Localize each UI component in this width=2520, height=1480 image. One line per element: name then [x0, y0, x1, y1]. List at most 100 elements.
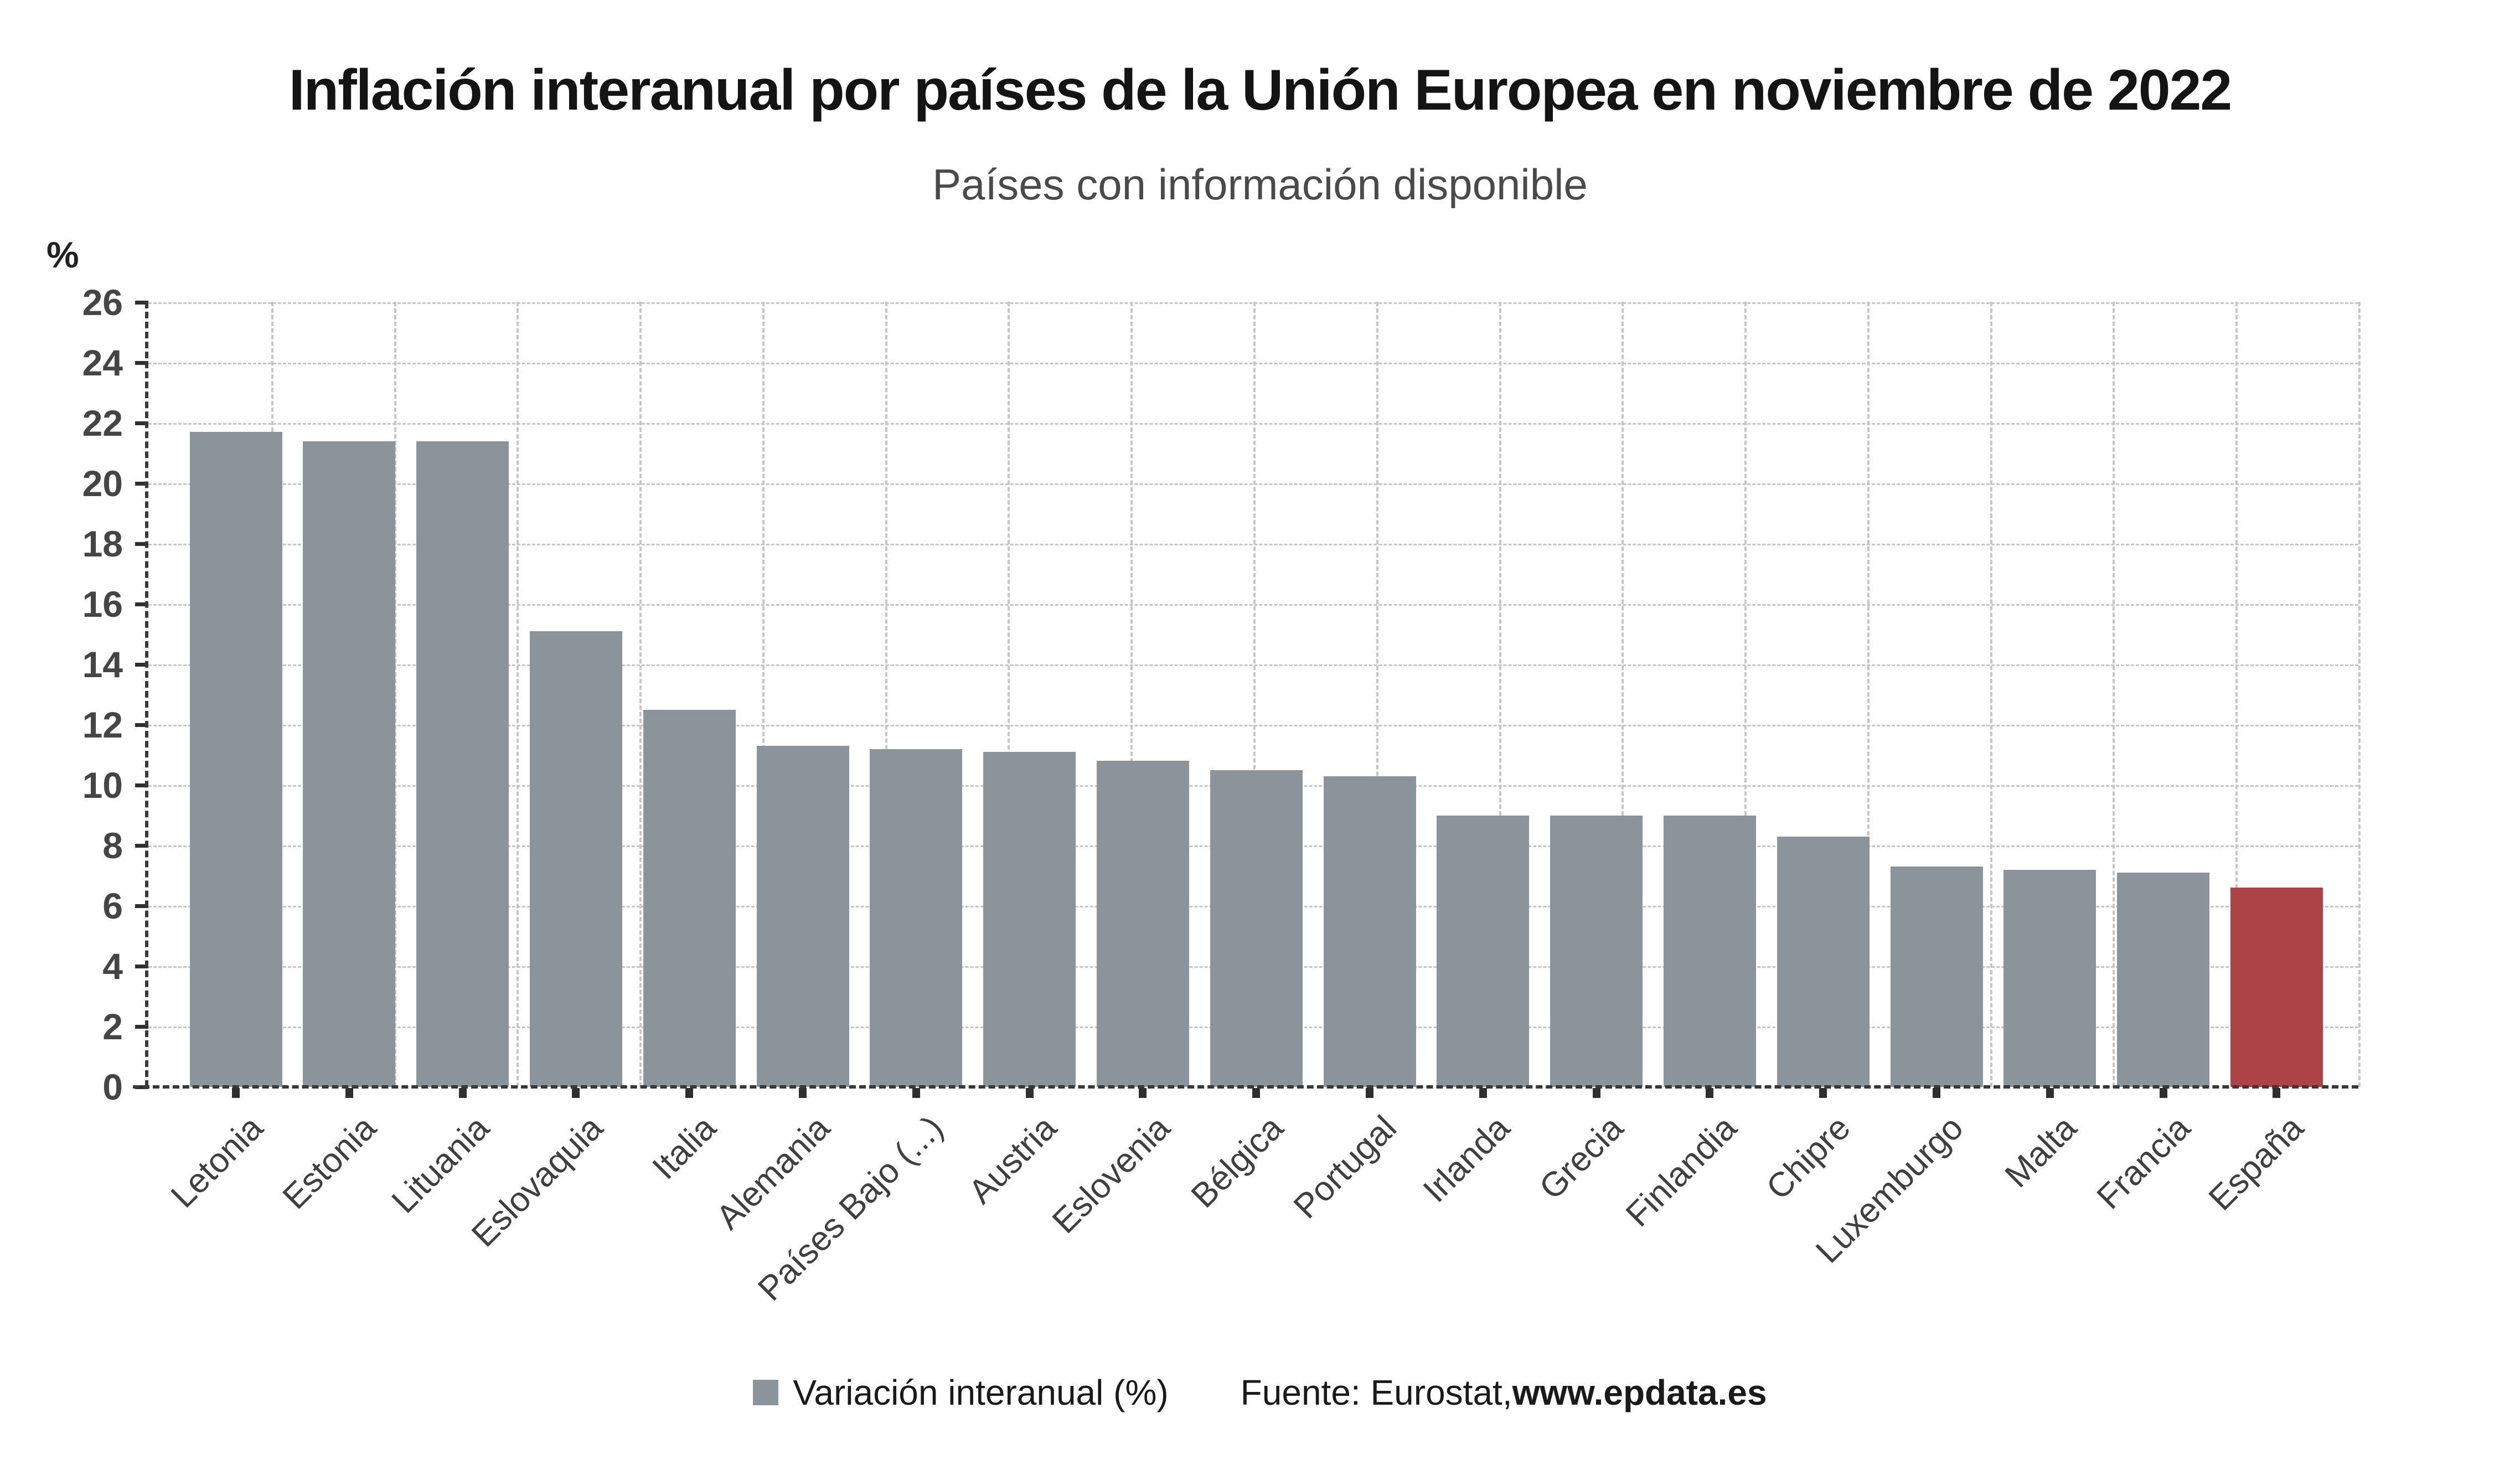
x-axis-label: Francia	[2089, 1108, 2198, 1217]
x-tick-mark	[1025, 1088, 1034, 1098]
v-gridline	[2358, 302, 2361, 1087]
x-tick-mark	[2159, 1088, 2167, 1098]
chart-subtitle: Países con información disponible	[932, 160, 1588, 209]
y-tick-mark	[135, 723, 148, 727]
x-tick-mark	[799, 1088, 807, 1098]
x-tick-mark	[912, 1088, 920, 1098]
x-tick-mark	[345, 1088, 353, 1098]
bar-eslovaquia	[529, 631, 622, 1087]
v-gridline	[517, 302, 519, 1087]
y-tick-label: 8	[102, 825, 123, 866]
y-axis-line	[145, 302, 148, 1087]
y-tick-label: 12	[82, 704, 123, 745]
y-tick-mark	[135, 482, 148, 486]
x-axis-label: Estonia	[275, 1108, 384, 1217]
v-gridline	[885, 302, 887, 1087]
x-axis-label: Portugal	[1286, 1108, 1404, 1226]
x-axis-label: Bélgica	[1184, 1108, 1291, 1215]
bar-letonia	[189, 432, 282, 1087]
y-tick-mark	[135, 844, 148, 848]
x-tick-mark	[1706, 1088, 1714, 1098]
y-tick-label: 0	[102, 1066, 123, 1107]
x-tick-mark	[572, 1088, 580, 1098]
bar-grecia	[1550, 815, 1643, 1087]
bar-estonia	[303, 441, 396, 1087]
x-axis-label: Lituania	[385, 1108, 497, 1221]
x-tick-mark	[1366, 1088, 1373, 1098]
x-axis-baseline	[133, 1085, 2358, 1089]
bar-irlanda	[1437, 815, 1530, 1087]
x-axis-label: Irlanda	[1416, 1108, 1517, 1210]
v-gridline	[1499, 302, 1501, 1087]
y-tick-label: 18	[82, 523, 123, 564]
bar-portugal	[1323, 776, 1416, 1087]
y-tick-mark	[135, 663, 148, 667]
x-tick-mark	[1933, 1088, 1940, 1098]
x-tick-mark	[1139, 1088, 1147, 1098]
x-axis-label: Letonia	[163, 1108, 270, 1215]
bar-chipre	[1777, 836, 1870, 1087]
v-gridline	[1130, 302, 1133, 1087]
v-gridline	[1008, 302, 1010, 1087]
y-tick-mark	[135, 301, 148, 305]
y-tick-mark	[135, 421, 148, 425]
x-axis-label: Finlandia	[1618, 1108, 1744, 1234]
x-axis-label: Chipre	[1759, 1108, 1858, 1208]
y-tick-label: 10	[82, 765, 123, 806]
y-tick-label: 4	[102, 946, 123, 987]
y-tick-mark	[135, 965, 148, 968]
chart-title: Inflación interanual por países de la Un…	[288, 58, 2233, 122]
v-gridline	[1867, 302, 1870, 1087]
x-tick-mark	[1479, 1088, 1487, 1098]
x-tick-mark	[1592, 1088, 1600, 1098]
legend-label: Variación interanual (%)	[793, 1373, 1169, 1412]
v-gridline	[1253, 302, 1256, 1087]
y-tick-mark	[135, 361, 148, 365]
v-gridline	[1622, 302, 1624, 1087]
bar-países-bajo	[870, 749, 963, 1087]
x-tick-mark	[232, 1088, 240, 1098]
x-tick-mark	[685, 1088, 694, 1098]
x-axis-label: Italia	[645, 1108, 724, 1187]
legend: Variación interanual (%) Fuente: Eurosta…	[0, 1372, 2520, 1413]
y-tick-label: 24	[82, 342, 123, 383]
bar-luxemburgo	[1890, 867, 1983, 1087]
bar-españa	[2230, 888, 2323, 1087]
x-tick-mark	[2046, 1088, 2054, 1098]
x-axis-label: Malta	[1997, 1108, 2084, 1195]
bar-bélgica	[1210, 770, 1303, 1087]
bar-eslovenia	[1096, 761, 1189, 1087]
bar-francia	[2117, 873, 2210, 1087]
source-text: Fuente: Eurostat,	[1240, 1373, 1512, 1412]
y-tick-mark	[135, 602, 148, 606]
x-tick-mark	[458, 1088, 467, 1098]
x-axis-label: Austria	[961, 1108, 1064, 1211]
x-tick-mark	[1819, 1088, 1827, 1098]
bar-malta	[2003, 869, 2096, 1087]
x-tick-mark	[2273, 1088, 2281, 1098]
y-tick-mark	[135, 783, 148, 787]
y-tick-label: 6	[102, 885, 123, 926]
y-tick-mark	[135, 542, 148, 546]
y-tick-label: 26	[82, 282, 123, 323]
y-tick-mark	[135, 1025, 148, 1029]
y-tick-label: 20	[82, 463, 123, 504]
x-tick-mark	[1252, 1088, 1261, 1098]
bar-austria	[983, 752, 1076, 1087]
v-gridline	[1376, 302, 1378, 1087]
x-axis-label: Eslovenia	[1045, 1108, 1178, 1241]
bar-italia	[643, 709, 736, 1087]
y-tick-label: 14	[82, 644, 123, 685]
y-tick-label: 22	[82, 403, 123, 444]
bar-alemania	[756, 746, 849, 1087]
bar-finlandia	[1663, 815, 1756, 1087]
x-axis-label: España	[2201, 1108, 2311, 1218]
v-gridline	[762, 302, 765, 1087]
v-gridline	[2113, 302, 2115, 1087]
source-link[interactable]: www.epdata.es	[1512, 1373, 1767, 1412]
y-tick-mark	[135, 904, 148, 908]
legend-swatch	[753, 1380, 779, 1405]
y-axis-unit-label: %	[47, 234, 79, 275]
v-gridline	[1744, 302, 1747, 1087]
